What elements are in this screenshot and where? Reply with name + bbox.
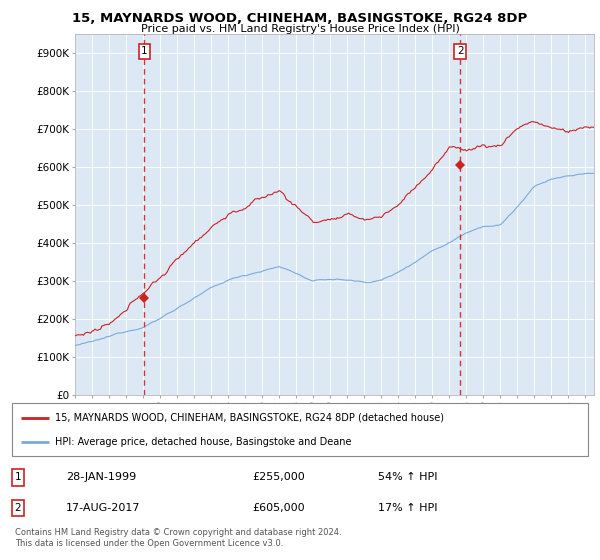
Text: 17% ↑ HPI: 17% ↑ HPI: [378, 503, 437, 513]
Text: 15, MAYNARDS WOOD, CHINEHAM, BASINGSTOKE, RG24 8DP: 15, MAYNARDS WOOD, CHINEHAM, BASINGSTOKE…: [73, 12, 527, 25]
Text: HPI: Average price, detached house, Basingstoke and Deane: HPI: Average price, detached house, Basi…: [55, 437, 352, 447]
Text: 54% ↑ HPI: 54% ↑ HPI: [378, 473, 437, 482]
Text: 17-AUG-2017: 17-AUG-2017: [66, 503, 140, 513]
Text: £605,000: £605,000: [252, 503, 305, 513]
Text: 28-JAN-1999: 28-JAN-1999: [66, 473, 136, 482]
Text: £255,000: £255,000: [252, 473, 305, 482]
Text: Contains HM Land Registry data © Crown copyright and database right 2024.
This d: Contains HM Land Registry data © Crown c…: [15, 528, 341, 548]
Text: 2: 2: [14, 503, 22, 513]
Text: 15, MAYNARDS WOOD, CHINEHAM, BASINGSTOKE, RG24 8DP (detached house): 15, MAYNARDS WOOD, CHINEHAM, BASINGSTOKE…: [55, 413, 444, 423]
Text: 2: 2: [457, 46, 463, 56]
Text: 1: 1: [141, 46, 148, 56]
FancyBboxPatch shape: [12, 403, 588, 456]
Text: 1: 1: [14, 473, 22, 482]
Text: Price paid vs. HM Land Registry's House Price Index (HPI): Price paid vs. HM Land Registry's House …: [140, 24, 460, 34]
